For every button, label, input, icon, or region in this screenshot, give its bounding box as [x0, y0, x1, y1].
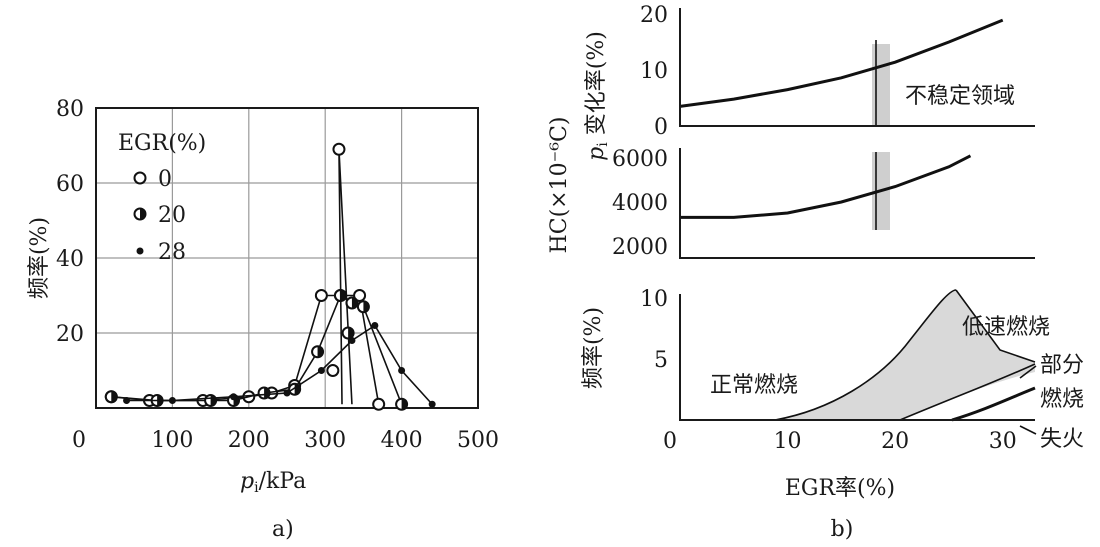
panel-b-x-tick-label: 0: [663, 429, 677, 454]
extra-point: [326, 364, 340, 377]
legend-marker-half: [133, 207, 147, 221]
panel-b-x-tick-label: 10: [774, 429, 802, 454]
panel-b-bottom-y-tick-label: 10: [640, 287, 668, 312]
panel-b-bottom-y-tick-label: 5: [654, 348, 668, 373]
panel-b-top-y-tick-label: 0: [654, 115, 668, 140]
legend-label-28: 28: [158, 240, 186, 265]
panel-b-mid-y-tick-label: 6000: [612, 147, 668, 172]
panel-a-x-ticks: 100 200 300 400 500: [151, 428, 499, 453]
panel-b-x-ticks: 0 10 20 30: [663, 429, 1017, 454]
panel-b-middle-subplot: 2000 4000 6000: [612, 147, 1035, 260]
extra-point-fill: [348, 327, 354, 339]
normal-combustion-label: 正常燃烧: [710, 373, 798, 398]
panel-b-bottom-frame: [679, 294, 1035, 421]
data-point-egr-28: [317, 367, 325, 374]
low-speed-combustion-region: [775, 290, 1035, 420]
peak-point-egr-0: [332, 142, 346, 156]
panel-a-y-ticks: 20 40 60 80: [56, 97, 84, 347]
misfire-label: 失火: [1040, 427, 1084, 452]
data-point-egr-20-fill: [317, 346, 324, 358]
data-point-egr-20-fill: [351, 297, 358, 309]
panel-b-x-tick-label: 20: [881, 429, 909, 454]
data-point-egr-20-fill: [264, 387, 270, 399]
peak-line-egr-0: [338, 149, 353, 405]
panel-a-frame: [95, 107, 479, 409]
panel-a-series: [104, 142, 436, 411]
panel-a-grid: [96, 108, 478, 408]
panel-a-legend: EGR(%) 0 20 28: [118, 131, 206, 265]
data-point-egr-0: [314, 289, 328, 302]
panel-b-caption: b): [831, 517, 854, 542]
misfire-boundary: [951, 386, 1036, 422]
series-line-egr-0: [111, 294, 380, 405]
low-speed-combustion-label: 低速燃烧: [962, 315, 1050, 340]
partial-combustion-leader: [1019, 365, 1037, 379]
data-point-egr-20-fill: [401, 398, 408, 410]
panel-b-top-y-ticks: 0 10 20: [640, 3, 668, 140]
panel-b-mid-y-label: HC(×10⁻⁶C): [547, 117, 572, 254]
data-point-egr-28: [398, 367, 406, 374]
panel-b-top-y-tick-label: 10: [640, 59, 668, 84]
data-point-egr-28: [123, 397, 131, 404]
unstable-region-label: 不稳定领域: [905, 84, 1015, 109]
misfire-leader: [1019, 425, 1037, 435]
legend-label-20: 20: [158, 203, 186, 228]
panel-b-mid-y-tick-label: 4000: [612, 191, 668, 216]
data-point-egr-0: [372, 397, 386, 411]
data-point-egr-28: [371, 322, 379, 329]
panel-b-top-y-label: pi 变化率(%): [584, 31, 611, 161]
panel-a-x-tick-label: 100: [151, 428, 193, 453]
partial-combustion-label-2: 燃烧: [1040, 387, 1084, 412]
pi-variation-curve: [679, 18, 1004, 108]
panel-b-bottom-y-label: 频率(%): [581, 307, 606, 389]
legend-marker-dot: [136, 247, 144, 255]
data-point-egr-20-fill: [340, 290, 346, 301]
legend-label-0: 0: [158, 167, 172, 192]
panel-b-bottom-y-ticks: 5 10: [640, 287, 668, 373]
series-line-egr-20: [111, 294, 403, 405]
panel-a-x-tick-label: 400: [381, 428, 423, 453]
panel-a-x-tick-label: 300: [304, 428, 346, 453]
hc-curve: [680, 154, 972, 219]
panel-b-x-tick-label: 30: [989, 429, 1017, 454]
panel-a-y-label: 频率(%): [27, 217, 52, 299]
panel-b-top-y-tick-label: 20: [640, 3, 668, 28]
data-point-egr-20-fill: [111, 391, 117, 403]
panel-a-y-tick-label: 60: [56, 172, 84, 197]
legend-title: EGR(%): [118, 131, 206, 156]
lowspeed-upper-boundary: [955, 289, 1036, 363]
normal-lowspeed-boundary: [774, 289, 957, 421]
panel-b-mid-frame: [679, 148, 1035, 259]
panel-b-mid-y-tick-label: 2000: [612, 235, 668, 260]
panel-a-zero-label: 0: [72, 428, 86, 453]
partial-combustion-boundary: [899, 363, 1036, 421]
panel-a-x-tick-label: 500: [457, 428, 499, 453]
panel-a-y-tick-label: 20: [56, 322, 84, 347]
unstable-region-shade-top: [872, 44, 890, 126]
panel-a-caption: a): [272, 517, 294, 542]
data-point-egr-20-fill: [363, 301, 369, 313]
panel-b-chart: 0 10 20 不稳定领域 2000 4000 6000 5 10 正常燃烧 低速燃烧 部…: [547, 3, 1084, 542]
panel-b-bottom-subplot: 5 10 正常燃烧 低速燃烧 部分 燃烧 失火 0 10 20 30: [640, 287, 1084, 454]
data-point-egr-28: [168, 397, 176, 404]
partial-combustion-label-1: 部分: [1040, 353, 1084, 378]
panel-a-x-tick-label: 200: [228, 428, 270, 453]
panel-b-top-subplot: 0 10 20 不稳定领域: [640, 3, 1035, 140]
panel-a-y-tick-label: 40: [56, 247, 84, 272]
legend-marker-open: [133, 171, 147, 185]
panel-b-top-frame: [679, 8, 1035, 127]
data-point-egr-28: [230, 393, 238, 401]
data-point-egr-28: [283, 389, 291, 397]
data-point-egr-28: [428, 400, 436, 408]
panel-b-x-label: EGR率(%): [785, 476, 895, 501]
data-point-egr-0: [353, 289, 367, 302]
panel-a-y-tick-label: 80: [56, 97, 84, 122]
panel-a-x-label: pi/kPa: [240, 469, 306, 496]
panel-b-mid-y-ticks: 2000 4000 6000: [612, 147, 668, 260]
